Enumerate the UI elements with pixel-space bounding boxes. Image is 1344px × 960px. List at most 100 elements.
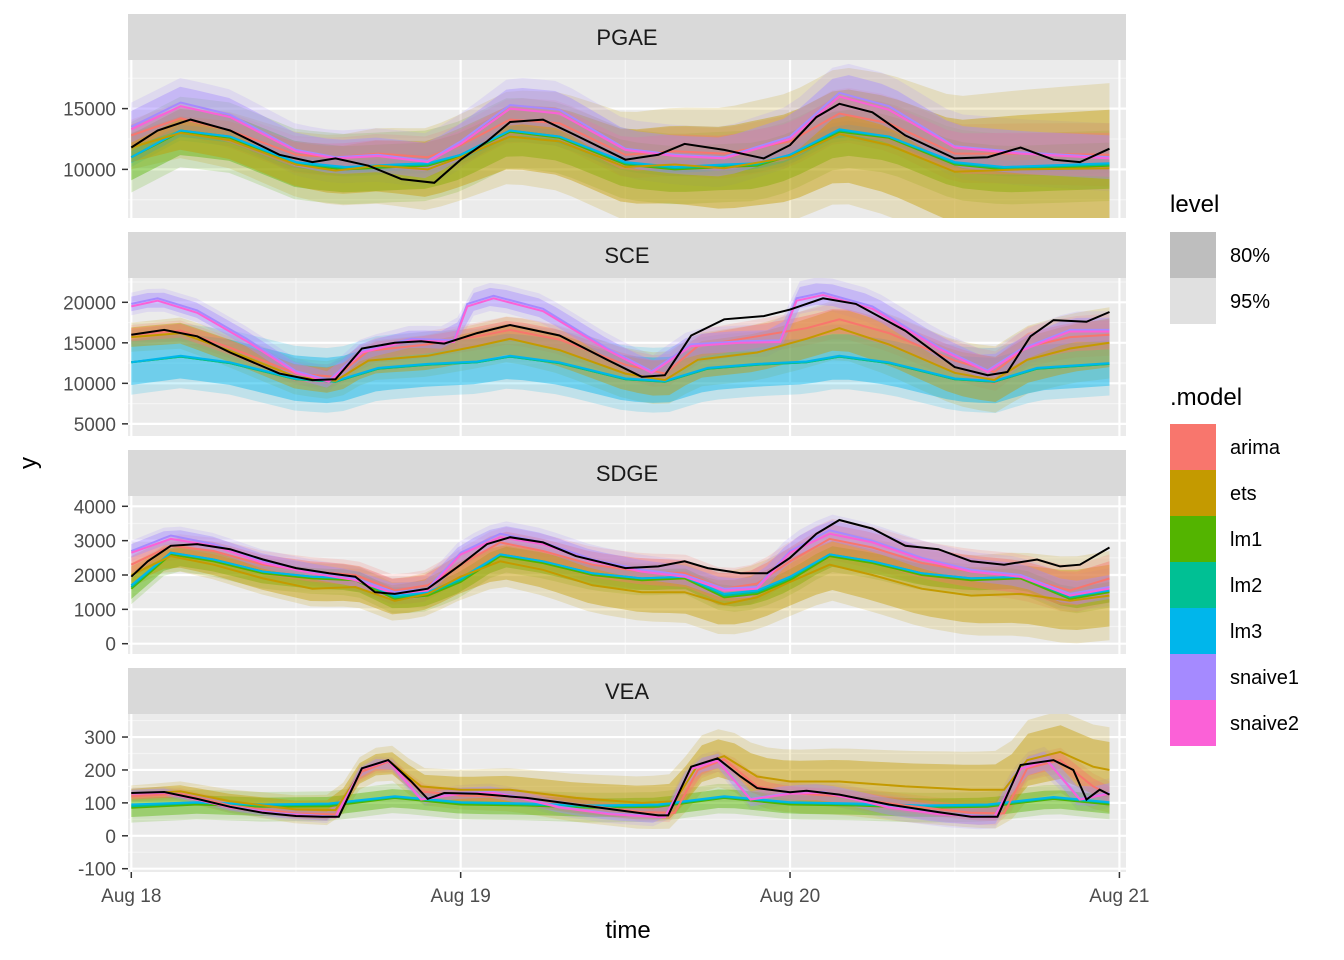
y-tick-label: 15000 bbox=[63, 334, 116, 355]
legend-key-snaive1 bbox=[1170, 654, 1216, 700]
x-tick-label: Aug 21 bbox=[1089, 886, 1149, 907]
forecast-line-lm1 bbox=[130, 553, 1110, 601]
legend-key-lm2 bbox=[1170, 562, 1216, 608]
y-tick-label: 15000 bbox=[63, 100, 116, 121]
y-tick-label: 3000 bbox=[74, 532, 116, 553]
strip-background bbox=[128, 668, 1126, 714]
legend-key-95 bbox=[1170, 278, 1216, 324]
y-tick-label: 5000 bbox=[74, 415, 116, 436]
plot-background bbox=[128, 714, 1126, 872]
interval-ets-80 bbox=[131, 89, 1110, 218]
interval-lm1-95 bbox=[131, 96, 1110, 205]
forecast-line-lm1 bbox=[131, 796, 1110, 809]
actual-line bbox=[130, 102, 1110, 184]
forecast-line-snaive2 bbox=[130, 95, 1110, 164]
x-axis: Aug 18 Aug 19 Aug 20 Aug 21 bbox=[101, 872, 1150, 907]
panel-sdge: SDGE 0 1000 2000 3000 4000 bbox=[74, 450, 1126, 656]
x-tick-label: Aug 20 bbox=[760, 886, 820, 907]
legend-label: lm3 bbox=[1230, 621, 1262, 643]
x-tick-label: Aug 19 bbox=[431, 886, 491, 907]
plot-area bbox=[130, 63, 1110, 218]
y-axis: -100 0 100 200 300 bbox=[78, 728, 128, 881]
interval-snaive1-95 bbox=[131, 63, 1110, 192]
y-tick-label: 0 bbox=[105, 827, 116, 848]
interval-lm1-95 bbox=[131, 783, 1110, 823]
interval-ets-80 bbox=[131, 540, 1110, 630]
panels-group: PGAE1000015000SCE5000100001500020000SDGE… bbox=[63, 14, 1126, 881]
legend-key-lm1 bbox=[1170, 516, 1216, 562]
forecast-line-lm3 bbox=[130, 128, 1110, 169]
forecast-line-ets bbox=[130, 555, 1110, 606]
forecast-line-snaive2 bbox=[131, 293, 1110, 383]
plot-area bbox=[130, 514, 1111, 644]
panel-pgae: PGAE 10000 15000 bbox=[63, 14, 1126, 218]
x-axis-title: time bbox=[605, 917, 650, 944]
forecast-line-ets bbox=[131, 131, 1110, 173]
y-tick-label: 300 bbox=[84, 728, 116, 749]
interval-ets-95 bbox=[131, 68, 1110, 218]
strip-background bbox=[128, 232, 1126, 278]
strip-label: PGAE bbox=[596, 25, 657, 50]
legend: level 80% 95% .model arima ets lm1 lm2 lm3 sna… bbox=[1170, 191, 1299, 746]
legend-label: snaive2 bbox=[1230, 713, 1299, 735]
y-axis-title: y bbox=[15, 457, 42, 469]
y-tick-label: 2000 bbox=[74, 566, 116, 587]
legend-label: ets bbox=[1230, 483, 1257, 505]
legend-label: lm2 bbox=[1230, 575, 1262, 597]
actual-line bbox=[130, 518, 1111, 595]
legend-key-80 bbox=[1170, 232, 1216, 278]
legend-label: 95% bbox=[1230, 291, 1270, 313]
legend-key-lm3 bbox=[1170, 608, 1216, 654]
legend-key-ets bbox=[1170, 470, 1216, 516]
y-tick-label: 200 bbox=[84, 761, 116, 782]
interval-lm3-80 bbox=[131, 124, 1110, 173]
y-tick-label: 4000 bbox=[74, 497, 116, 518]
interval-snaive1-95 bbox=[131, 746, 1110, 830]
legend-label: snaive1 bbox=[1230, 667, 1299, 689]
forecast-line-snaive1 bbox=[130, 91, 1110, 162]
legend-key-snaive2 bbox=[1170, 700, 1216, 746]
legend-level-title: level bbox=[1170, 191, 1219, 218]
interval-arima-95 bbox=[131, 303, 1110, 391]
y-tick-label: 10000 bbox=[63, 160, 116, 181]
strip-label: SDGE bbox=[596, 461, 658, 486]
interval-lm1-80 bbox=[131, 789, 1110, 817]
forecast-line-arima bbox=[131, 758, 1110, 816]
legend-model-title: .model bbox=[1170, 384, 1242, 411]
forecast-line-lm3 bbox=[130, 551, 1110, 597]
strip-label: VEA bbox=[605, 679, 649, 704]
legend-level-items: 80% 95% bbox=[1170, 232, 1270, 324]
interval-arima-80 bbox=[131, 309, 1110, 385]
plot-area bbox=[131, 714, 1110, 830]
strip-label: SCE bbox=[604, 243, 649, 268]
y-tick-label: 0 bbox=[105, 635, 116, 656]
interval-ets-80 bbox=[131, 725, 1110, 820]
panel-vea: VEA -100 0 100 200 300 bbox=[78, 668, 1126, 881]
interval-ets-95 bbox=[131, 530, 1110, 644]
y-tick-label: -100 bbox=[78, 860, 116, 881]
legend-label: arima bbox=[1230, 437, 1281, 459]
actual-line bbox=[131, 297, 1110, 382]
legend-label: lm1 bbox=[1230, 529, 1262, 551]
y-tick-label: 10000 bbox=[63, 374, 116, 395]
gridlines bbox=[128, 60, 1126, 218]
plot-area bbox=[131, 278, 1110, 413]
strip-background bbox=[128, 450, 1126, 496]
y-axis: 0 1000 2000 3000 4000 bbox=[74, 497, 128, 656]
x-tick-label: Aug 18 bbox=[101, 886, 161, 907]
y-tick-label: 20000 bbox=[63, 293, 116, 314]
legend-model-items: arima ets lm1 lm2 lm3 snaive1 snaive2 bbox=[1170, 424, 1299, 746]
y-axis: 5000 10000 15000 20000 bbox=[63, 293, 128, 436]
legend-key-arima bbox=[1170, 424, 1216, 470]
strip-background bbox=[128, 14, 1126, 60]
panel-sce: SCE 5000 10000 15000 20000 bbox=[63, 232, 1126, 436]
y-tick-label: 100 bbox=[84, 794, 116, 815]
y-axis: 10000 15000 bbox=[63, 100, 128, 181]
y-tick-label: 1000 bbox=[74, 600, 116, 621]
actual-line bbox=[131, 757, 1110, 818]
interval-lm1-80 bbox=[131, 108, 1110, 193]
legend-label: 80% bbox=[1230, 245, 1270, 267]
interval-arima-95 bbox=[131, 87, 1110, 187]
forecast-line-lm3 bbox=[131, 795, 1110, 807]
